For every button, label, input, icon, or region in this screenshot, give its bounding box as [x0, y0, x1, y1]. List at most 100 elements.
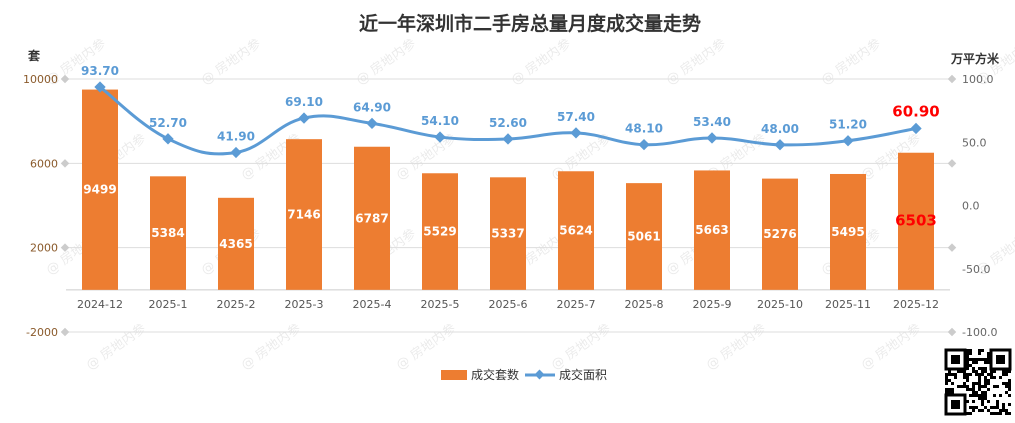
bar[interactable]: [286, 139, 322, 290]
line-point[interactable]: [434, 131, 446, 143]
line-point[interactable]: [298, 112, 310, 124]
qr-module: [972, 367, 975, 370]
bar[interactable]: [82, 89, 118, 290]
qr-module: [978, 349, 981, 352]
line-point[interactable]: [366, 117, 378, 130]
qr-module: [987, 358, 990, 361]
legend-line-label: 成交面积: [559, 367, 607, 382]
line-point[interactable]: [706, 132, 718, 144]
qr-module: [948, 373, 951, 376]
qr-module: [1005, 391, 1008, 394]
bar[interactable]: [898, 152, 934, 290]
x-tick-label: 2025-2: [217, 298, 256, 311]
bar[interactable]: [558, 171, 594, 290]
line-value-label: 69.10: [285, 95, 323, 109]
qr-module: [987, 388, 990, 391]
qr-module: [966, 361, 969, 364]
qr-module: [951, 373, 954, 376]
bar-value-label: 9499: [83, 183, 116, 197]
qr-module: [1008, 370, 1011, 373]
bar[interactable]: [694, 170, 730, 290]
qr-module: [993, 385, 996, 388]
qr-module: [978, 373, 981, 376]
x-tick-label: 2025-8: [625, 298, 664, 311]
qr-module: [987, 355, 990, 358]
line-point[interactable]: [230, 146, 242, 159]
qr-module: [981, 367, 984, 370]
line-point[interactable]: [570, 127, 582, 139]
qr-module: [996, 385, 999, 388]
right-tick-label: 50.0: [962, 136, 987, 149]
qr-module: [969, 388, 972, 391]
qr-module: [966, 376, 969, 379]
qr-module: [984, 391, 987, 394]
right-tick-label: -50.0: [962, 263, 990, 276]
qr-module: [984, 382, 987, 385]
qr-module: [1008, 382, 1011, 385]
qr-module: [981, 385, 984, 388]
qr-module: [1002, 370, 1005, 373]
qr-module: [1005, 409, 1008, 412]
qr-module: [960, 370, 963, 373]
watermark: @ 房地内参: [703, 321, 769, 374]
qr-module: [975, 373, 978, 376]
qr-module: [975, 394, 978, 397]
bar[interactable]: [490, 177, 526, 290]
bar[interactable]: [354, 146, 390, 290]
bar[interactable]: [830, 173, 866, 290]
bar-value-label: 5495: [831, 225, 864, 239]
qr-module: [990, 412, 993, 415]
left-tick-marker: [60, 243, 70, 252]
line-value-label: 52.60: [489, 116, 527, 130]
legend[interactable]: 成交套数 成交面积: [441, 367, 607, 382]
qr-module: [999, 376, 1002, 379]
qr-module: [969, 352, 972, 355]
left-axis-title: 套: [27, 48, 41, 63]
right-tick-marker: [947, 74, 957, 84]
qr-module: [972, 391, 975, 394]
gridlines: 10000 6000 2000 -2000 100.0 50.0 0.0 -50.0 -100.…: [23, 73, 997, 339]
bar[interactable]: [150, 176, 186, 290]
bar[interactable]: [422, 173, 458, 290]
qr-module: [984, 361, 987, 364]
bar-value-label: 5276: [763, 227, 796, 241]
qr-module: [969, 364, 972, 367]
qr-module: [990, 376, 993, 379]
line-point[interactable]: [502, 133, 514, 145]
line-value-label: 54.10: [421, 114, 459, 128]
line-point[interactable]: [842, 135, 854, 147]
x-tick-label: 2025-7: [557, 298, 596, 311]
bar[interactable]: [626, 183, 662, 290]
qr-module: [951, 382, 954, 385]
qr-module: [969, 394, 972, 397]
qr-module: [945, 379, 948, 382]
line-point[interactable]: [638, 138, 650, 151]
legend-bar-swatch: [441, 370, 467, 380]
legend-line-marker: [534, 369, 545, 380]
qr-module: [999, 394, 1002, 397]
qr-module: [978, 397, 981, 400]
right-tick-label: 100.0: [962, 73, 994, 86]
qr-module: [978, 382, 981, 385]
qr-module: [948, 370, 951, 373]
line-point[interactable]: [774, 139, 786, 151]
qr-module: [1002, 409, 1005, 412]
qr-finder-core: [996, 355, 1005, 364]
qr-module: [1005, 382, 1008, 385]
bar[interactable]: [218, 197, 254, 290]
watermarks: @ 房地内参 @ 房地内参 @ 房地内参 @ 房地内参 @ 房地内参 @ 房地内参 @ 房地…: [43, 36, 1015, 374]
line-point[interactable]: [910, 122, 922, 135]
line-point[interactable]: [162, 133, 174, 145]
qr-module: [966, 412, 969, 415]
bar[interactable]: [762, 178, 798, 290]
qr-module: [990, 370, 993, 373]
left-tick-label: -2000: [26, 326, 58, 339]
qr-module: [954, 376, 957, 379]
left-tick-marker: [60, 159, 70, 168]
right-axis-title: 万平方米: [950, 51, 1000, 66]
qr-module: [996, 412, 999, 415]
qr-module: [984, 376, 987, 379]
qr-module: [981, 403, 984, 406]
x-tick-label: 2025-10: [757, 298, 803, 311]
qr-module: [1008, 379, 1011, 382]
